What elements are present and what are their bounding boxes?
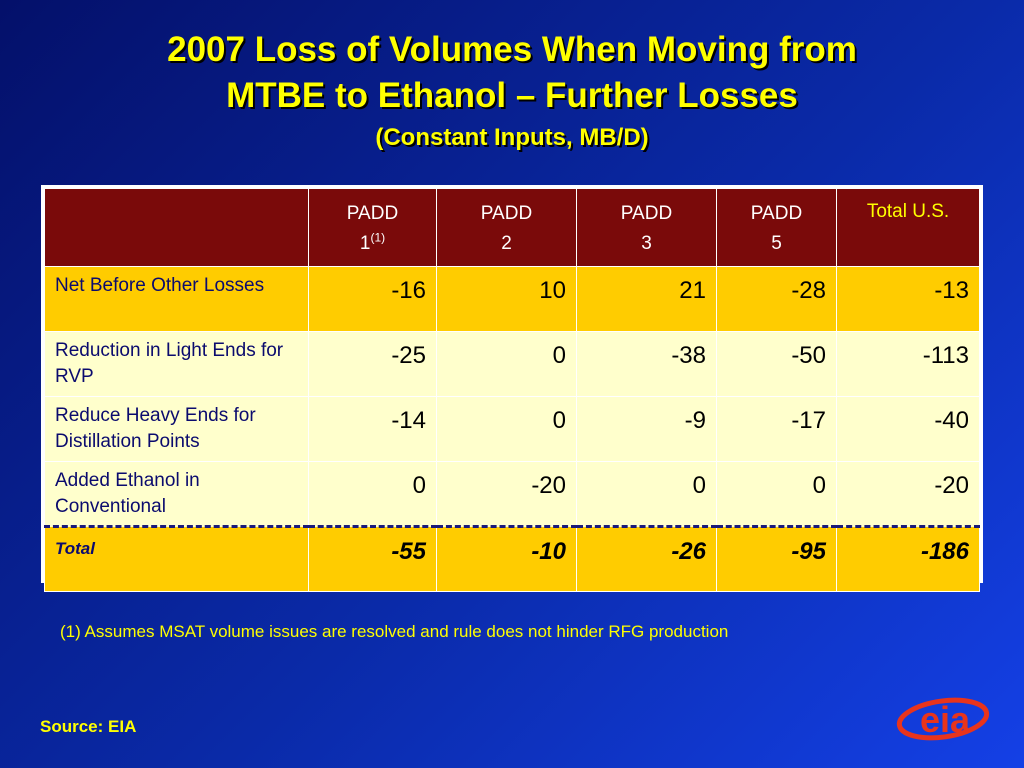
table-cell: -10 <box>436 525 577 592</box>
table-cell: -25 <box>308 331 437 397</box>
row-label: Net Before Other Losses <box>44 266 309 332</box>
table-cell: -95 <box>716 525 837 592</box>
table-cell: -55 <box>308 525 437 592</box>
table-cell: -13 <box>836 266 980 332</box>
total-row: Total -55 -10 -26 -95 -186 <box>44 525 980 592</box>
table-cell: 21 <box>576 266 717 332</box>
table-cell: -20 <box>836 461 980 527</box>
table-cell: 0 <box>436 331 577 397</box>
table-cell: -113 <box>836 331 980 397</box>
volume-loss-table: PADD 1(1) PADD 2 PADD 3 PADD 5 Total U.S… <box>41 185 983 592</box>
header-padd-1: PADD 1(1) <box>308 188 437 267</box>
table-cell: 0 <box>576 461 717 527</box>
table-row: Reduction in Light Ends for RVP -25 0 -3… <box>44 331 980 397</box>
table-cell: 0 <box>436 396 577 462</box>
row-label: Added Ethanol in Conventional <box>44 461 309 527</box>
row-label: Reduction in Light Ends for RVP <box>44 331 309 397</box>
table-cell: -50 <box>716 331 837 397</box>
slide-title-line-2: MTBE to Ethanol – Further Losses <box>226 76 798 115</box>
table-cell: 0 <box>308 461 437 527</box>
source-label: Source: EIA <box>40 717 137 736</box>
eia-logo-text: eia <box>920 699 971 740</box>
table-cell: -186 <box>836 525 980 592</box>
table-cell: 0 <box>716 461 837 527</box>
table-cell: -9 <box>576 396 717 462</box>
table-row: Reduce Heavy Ends for Distillation Point… <box>44 396 980 462</box>
header-padd-2: PADD 2 <box>436 188 577 267</box>
table-row: Added Ethanol in Conventional 0 -20 0 0 … <box>44 461 980 527</box>
table-cell: 10 <box>436 266 577 332</box>
table-cell: -17 <box>716 396 837 462</box>
footnote-marker: (1) <box>370 230 386 245</box>
table-cell: -20 <box>436 461 577 527</box>
table-cell: -28 <box>716 266 837 332</box>
table-cell: -16 <box>308 266 437 332</box>
header-total-us: Total U.S. <box>836 188 980 267</box>
table-cell: -14 <box>308 396 437 462</box>
table-row: Net Before Other Losses -16 10 21 -28 -1… <box>44 266 980 332</box>
row-label: Reduce Heavy Ends for Distillation Point… <box>44 396 309 462</box>
footnote: (1) Assumes MSAT volume issues are resol… <box>60 622 729 641</box>
table-cell: -26 <box>576 525 717 592</box>
row-label: Total <box>44 525 309 592</box>
slide-subtitle: (Constant Inputs, MB/D) <box>375 124 649 151</box>
header-padd-3: PADD 3 <box>576 188 717 267</box>
table-cell: -38 <box>576 331 717 397</box>
header-empty-cell <box>44 188 309 267</box>
header-padd-5: PADD 5 <box>716 188 837 267</box>
eia-logo: eia <box>896 697 990 741</box>
slide-title-line-1: 2007 Loss of Volumes When Moving from <box>167 30 857 69</box>
table-cell: -40 <box>836 396 980 462</box>
